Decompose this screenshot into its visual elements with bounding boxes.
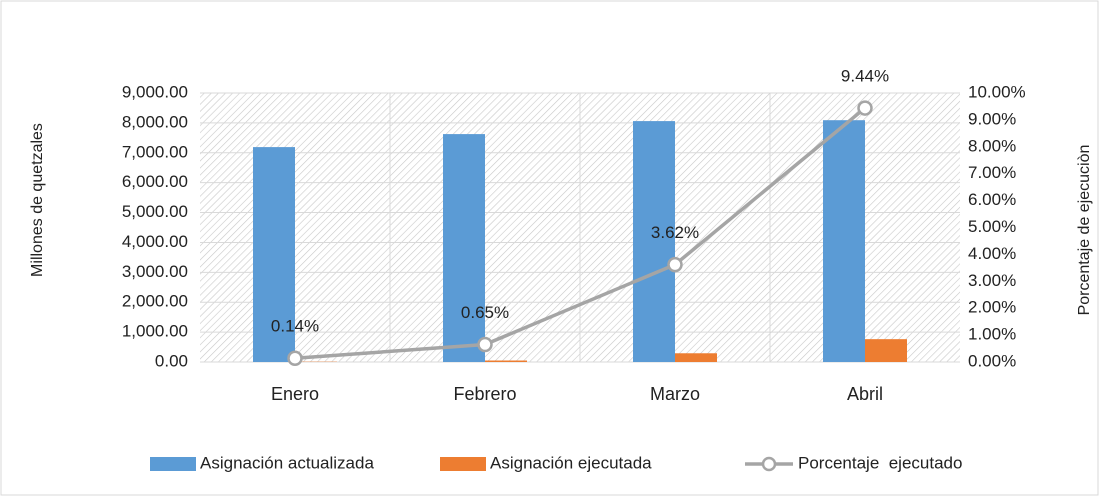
y-tick-label: 2,000.00 bbox=[122, 292, 188, 311]
line-marker bbox=[857, 100, 873, 116]
y2-tick-label: 1.00% bbox=[968, 325, 1016, 344]
bar bbox=[253, 147, 295, 362]
y2-tick-label: 3.00% bbox=[968, 271, 1016, 290]
line-marker bbox=[477, 336, 493, 353]
bar bbox=[485, 360, 527, 362]
x-tick-label: Enero bbox=[271, 384, 319, 404]
y-axis-title: Millones de quetzales bbox=[29, 123, 46, 277]
bar bbox=[443, 134, 485, 362]
legend-swatch-marker bbox=[761, 456, 777, 472]
data-label: 9.44% bbox=[841, 67, 889, 86]
y-tick-label: 4,000.00 bbox=[122, 232, 188, 251]
y-tick-label: 0.00 bbox=[155, 351, 188, 370]
data-label: 0.14% bbox=[271, 317, 319, 336]
bar bbox=[823, 120, 865, 363]
bar bbox=[865, 339, 907, 362]
x-tick-label: Abril bbox=[847, 384, 883, 404]
y2-tick-label: 7.00% bbox=[968, 163, 1016, 182]
y2-tick-label: 8.00% bbox=[968, 136, 1016, 155]
legend-swatch bbox=[150, 457, 196, 471]
y2-tick-label: 2.00% bbox=[968, 298, 1016, 317]
y-tick-label: 3,000.00 bbox=[122, 262, 188, 281]
y-tick-label: 7,000.00 bbox=[122, 142, 188, 161]
legend-label: Asignación actualizada bbox=[200, 453, 374, 472]
x-tick-label: Febrero bbox=[453, 384, 516, 404]
y2-axis-title: Porcentaje de ejecuciòn bbox=[1076, 145, 1093, 316]
line bbox=[294, 106, 867, 360]
y2-tick-label: 10.00% bbox=[968, 82, 1026, 101]
y2-tick-label: 4.00% bbox=[968, 244, 1016, 263]
y-tick-label: 5,000.00 bbox=[122, 202, 188, 221]
legend-label: Asignación ejecutada bbox=[490, 453, 652, 472]
y-tick-label: 8,000.00 bbox=[122, 112, 188, 131]
y-tick-label: 1,000.00 bbox=[122, 322, 188, 341]
y2-tick-label: 0.00% bbox=[968, 351, 1016, 370]
y-tick-label: 6,000.00 bbox=[122, 172, 188, 191]
data-label: 3.62% bbox=[651, 223, 699, 242]
legend-label: Porcentaje ejecutado bbox=[798, 453, 962, 472]
y2-tick-label: 6.00% bbox=[968, 190, 1016, 209]
x-tick-label: Marzo bbox=[650, 384, 700, 404]
line-marker bbox=[667, 256, 683, 273]
y2-tick-label: 9.00% bbox=[968, 109, 1016, 128]
y2-tick-label: 5.00% bbox=[968, 217, 1016, 236]
y-tick-label: 9,000.00 bbox=[122, 82, 188, 101]
bar bbox=[633, 121, 675, 363]
data-label: 0.65% bbox=[461, 303, 509, 322]
bar bbox=[675, 353, 717, 362]
line-marker bbox=[287, 350, 303, 366]
legend-swatch bbox=[440, 457, 486, 471]
